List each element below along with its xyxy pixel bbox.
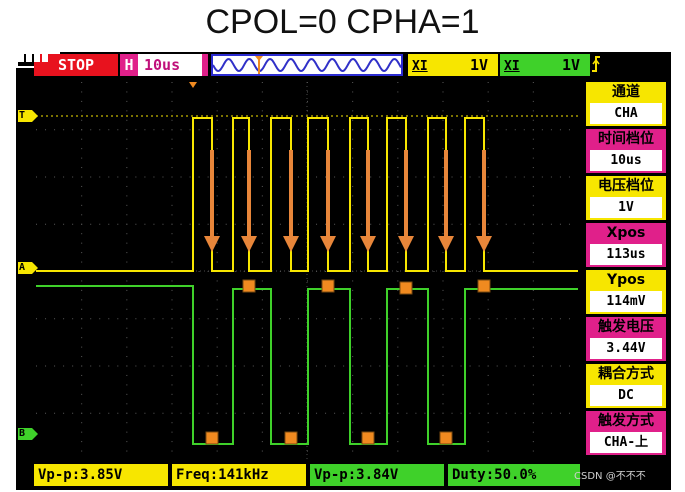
top-status-bar: STOP H 10us XI 1V XI 1V [16,52,671,78]
sample-arrow-head-7 [476,236,492,252]
run-stop-button[interactable]: STOP [34,54,118,76]
panel-xpos-value: 113us [590,244,662,265]
sample-marker-2 [284,431,298,445]
sample-marker-5 [399,281,413,295]
sample-arrow-head-0 [204,236,220,252]
watermark: CSDN @不不不 [574,471,646,482]
frequency-readout: Freq:141kHz [172,464,306,486]
trigger-edge-icon [590,54,602,76]
sample-marker-4 [361,431,375,445]
panel-trigger-voltage-value: 3.44V [590,338,662,359]
channel-b-scale-value: 1V [561,56,580,74]
panel-trigger-mode-value: CHA-上 [590,432,662,453]
channel-a-trace [36,117,578,272]
panel-timebase-value: 10us [590,150,662,171]
sample-arrows [204,150,492,252]
channel-a-marker[interactable]: A [18,262,38,274]
panel-trigger-mode[interactable]: 触发方式 CHA-上 [586,411,666,455]
panel-coupling-label: 耦合方式 [598,366,654,382]
panel-channel-label: 通道 [612,84,640,100]
plot-grid [36,82,578,460]
panel-voltage-scale-label: 电压档位 [598,178,654,194]
sample-marker-7 [477,279,491,293]
sample-marker-1 [242,279,256,293]
channel-b-scale-label: XI [504,59,520,74]
sample-markers [205,279,491,445]
sample-arrow-head-4 [360,236,376,252]
panel-xpos-label: Xpos [606,225,646,241]
waveform-overview[interactable] [211,54,403,76]
timebase-value: 10us [138,54,202,76]
panel-ypos-value: 114mV [590,291,662,312]
bottom-measurement-bar: Vp-p:3.85V Freq:141kHz Vp-p:3.84V Duty:5… [16,462,671,488]
panel-ypos[interactable]: Ypos 114mV [586,270,666,314]
channel-a-scale-label: XI [412,59,428,74]
sample-arrow-head-6 [438,236,454,252]
trigger-position-icon [189,82,197,88]
sample-arrow-head-5 [398,236,414,252]
panel-coupling-value: DC [590,385,662,406]
panel-timebase[interactable]: 时间档位 10us [586,129,666,173]
panel-xpos[interactable]: Xpos 113us [586,223,666,267]
panel-trigger-voltage-label: 触发电压 [598,319,654,335]
sample-arrow-head-1 [241,236,257,252]
page-caption: CPOL=0 CPHA=1 [205,3,480,41]
panel-channel[interactable]: 通道 CHA [586,82,666,126]
panel-voltage-scale-value: 1V [590,197,662,218]
panel-channel-value: CHA [590,103,662,124]
channel-b-vpp: Vp-p:3.84V [310,464,444,486]
channel-a-scale-value: 1V [469,56,488,74]
panel-timebase-label: 时间档位 [598,131,654,147]
channel-b-scale[interactable]: XI 1V [500,54,590,76]
sample-marker-3 [321,279,335,293]
sample-marker-0 [205,431,219,445]
channel-b-marker[interactable]: B [18,428,38,440]
sample-marker-6 [439,431,453,445]
waveform-plot [36,82,578,460]
channel-a-vpp: Vp-p:3.85V [34,464,168,486]
timebase-indicator[interactable]: H 10us [120,54,208,76]
panel-ypos-label: Ypos [606,272,646,288]
duty-cycle-readout: Duty:50.0% [448,464,580,486]
channel-b-trace [36,285,578,445]
panel-coupling[interactable]: 耦合方式 DC [586,364,666,408]
sample-arrow-head-2 [283,236,299,252]
sample-arrow-head-3 [320,236,336,252]
channel-a-scale[interactable]: XI 1V [408,54,498,76]
panel-voltage-scale[interactable]: 电压档位 1V [586,176,666,220]
trigger-level-marker[interactable]: T [18,110,38,122]
panel-trigger-voltage[interactable]: 触发电压 3.44V [586,317,666,361]
panel-trigger-mode-label: 触发方式 [598,413,654,429]
timebase-label: H [124,56,134,74]
waveform-overview-icon [212,56,402,74]
